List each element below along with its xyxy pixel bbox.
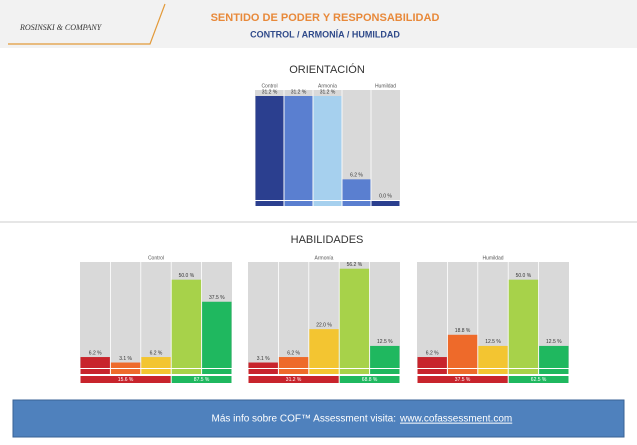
- category-strip: [202, 369, 232, 374]
- bar: [248, 362, 278, 368]
- bar: [539, 345, 569, 368]
- bar: [370, 345, 400, 368]
- section-title: ORIENTACIÓN: [289, 63, 365, 76]
- value-label: 31.2 %: [262, 89, 278, 95]
- value-label: 31.2 %: [291, 89, 307, 95]
- bar: [313, 96, 342, 200]
- value-label: 6.2 %: [350, 173, 363, 179]
- bar: [202, 301, 232, 368]
- summary-label: 37.5 %: [455, 377, 471, 383]
- value-label: 6.2 %: [89, 350, 102, 356]
- category-strip: [309, 369, 339, 374]
- bar: [342, 179, 371, 200]
- footer-banner: [12, 399, 625, 438]
- summary-bar: [80, 376, 171, 383]
- bar: [110, 362, 141, 368]
- value-label: 6.2 %: [287, 350, 300, 356]
- section-title: HABILIDADES: [291, 234, 364, 246]
- bar: [417, 357, 447, 368]
- category-strip: [339, 369, 370, 374]
- category-strip: [255, 201, 284, 206]
- category-strip: [342, 201, 371, 206]
- summary-label: 62.5 %: [531, 377, 547, 383]
- summary-bar: [171, 376, 232, 383]
- category-label: Humildad: [375, 83, 396, 89]
- value-label: 12.5 %: [377, 339, 393, 345]
- bar: [171, 279, 202, 368]
- chart-title: Humildad: [482, 255, 503, 261]
- value-label: 50.0 %: [516, 273, 532, 279]
- value-label: 37.5 %: [209, 295, 225, 301]
- category-strip: [110, 369, 141, 374]
- value-label: 56.2 %: [347, 262, 363, 268]
- value-label: 6.2 %: [150, 350, 163, 356]
- category-strip: [278, 369, 309, 374]
- summary-bar: [339, 376, 400, 383]
- bar: [278, 357, 309, 368]
- value-label: 3.1 %: [119, 356, 132, 362]
- category-strip: [284, 201, 313, 206]
- header-title: SENTIDO DE PODER Y RESPONSABILIDAD: [211, 12, 440, 24]
- category-strip: [171, 369, 202, 374]
- chart-title: Armonía: [315, 255, 334, 261]
- category-strip: [371, 201, 400, 206]
- summary-label: 15.6 %: [118, 377, 134, 383]
- value-label: 0.0 %: [379, 193, 392, 199]
- summary-label: 68.8 %: [362, 377, 378, 383]
- value-label: 50.0 %: [179, 273, 195, 279]
- bar: [309, 329, 339, 368]
- bar: [478, 345, 508, 368]
- footer-text: Más info sobre COF™ Assessment visita:: [211, 414, 396, 425]
- category-strip: [370, 369, 400, 374]
- summary-label: 31.2 %: [286, 377, 302, 383]
- category-strip: [80, 369, 110, 374]
- bar: [508, 279, 539, 368]
- logo: ROSINSKI & COMPANY: [19, 23, 103, 32]
- bar: [339, 268, 370, 368]
- bar: [284, 96, 313, 200]
- bar: [80, 357, 110, 368]
- header-swoosh: [8, 3, 166, 45]
- category-strip: [248, 369, 278, 374]
- value-label: 18.8 %: [455, 328, 471, 334]
- category-strip: [478, 369, 508, 374]
- summary-bar: [417, 376, 508, 383]
- bar: [447, 334, 478, 368]
- chart-title: Control: [148, 255, 164, 261]
- category-strip: [539, 369, 569, 374]
- category-label: Control: [261, 83, 277, 89]
- value-label: 12.5 %: [485, 339, 501, 345]
- category-strip: [447, 369, 478, 374]
- category-strip: [417, 369, 447, 374]
- value-label: 6.2 %: [426, 350, 439, 356]
- category-strip: [508, 369, 539, 374]
- header-subtitle: CONTROL / ARMONÍA / HUMILDAD: [250, 29, 400, 39]
- summary-label: 87.5 %: [194, 377, 210, 383]
- value-label: 3.1 %: [257, 356, 270, 362]
- summary-bar: [248, 376, 339, 383]
- value-label: 22.0 %: [316, 322, 332, 328]
- summary-bar: [508, 376, 569, 383]
- header-band: [0, 0, 637, 48]
- category-strip: [141, 369, 171, 374]
- value-label: 31.2 %: [320, 89, 336, 95]
- value-label: 12.5 %: [546, 339, 562, 345]
- category-label: Armonía: [318, 83, 337, 89]
- bar: [141, 357, 171, 368]
- footer-link[interactable]: www.cofassessment.com: [399, 414, 512, 425]
- bar: [255, 96, 284, 200]
- category-strip: [313, 201, 342, 206]
